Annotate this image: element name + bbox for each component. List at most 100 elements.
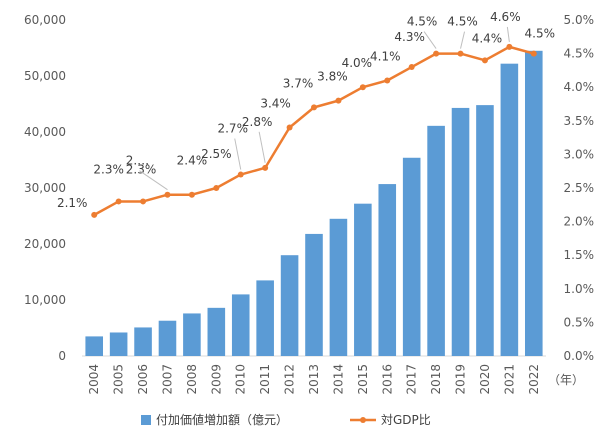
line-data-label: 2.7% <box>217 122 248 136</box>
left-tick-label: 40,000 <box>24 125 66 139</box>
left-axis: 0 10,000 20,000 30,000 40,000 50,000 60,000 <box>24 13 66 363</box>
line-point <box>457 50 464 57</box>
leader-line <box>258 131 266 163</box>
bar <box>256 280 274 356</box>
x-tick-label: 2004 <box>87 364 101 395</box>
x-tick-label: 2011 <box>258 364 272 395</box>
line-data-label: 4.5% <box>525 27 556 41</box>
line-point <box>384 77 391 84</box>
bar <box>500 63 519 357</box>
line-data-labels: 2.1% 2.3% 2.3%2.… 2.4%2.5% 2.7%2.8% 3.4% 3.7% 3… <box>57 10 555 210</box>
x-tick-label: 2022 <box>527 364 541 395</box>
bar <box>305 233 323 356</box>
x-tick-label: 2016 <box>380 364 394 395</box>
line-data-label: 3.8% <box>317 70 348 84</box>
line-data-label: 2.3% <box>93 162 124 176</box>
line-data-label: 4.1% <box>370 49 401 63</box>
right-tick-label: 2.5% <box>564 181 595 195</box>
legend-line-marker <box>360 417 366 423</box>
right-tick-label: 5.0% <box>564 13 595 27</box>
bar <box>280 255 299 356</box>
line-point <box>188 191 195 198</box>
right-tick-label: 4.5% <box>564 47 595 61</box>
left-tick-label: 10,000 <box>24 293 66 307</box>
x-tick-label: 2019 <box>454 364 468 395</box>
bar <box>329 218 348 356</box>
x-tick-label: 2014 <box>331 364 345 395</box>
line-data-label: 4.6% <box>490 10 521 24</box>
x-tick-label: 2017 <box>405 364 419 395</box>
right-tick-label: 1.5% <box>564 248 595 262</box>
line-data-label: 2.3% <box>126 162 157 176</box>
legend-line-label: 対GDP比 <box>381 413 431 427</box>
bar <box>524 50 543 357</box>
leader-line <box>234 138 242 170</box>
x-tick-label: 2010 <box>234 364 248 395</box>
left-tick-label: 60,000 <box>24 13 66 27</box>
left-tick-label: 50,000 <box>24 69 66 83</box>
line-data-label: 4.5% <box>447 15 478 29</box>
line-point <box>115 198 122 205</box>
leader-line <box>423 31 437 49</box>
bar <box>402 157 421 356</box>
line-series <box>91 43 537 218</box>
legend: 付加価値増加額（億元） 対GDP比 <box>141 412 431 427</box>
line-point <box>213 185 220 191</box>
bar <box>134 327 152 356</box>
line-point <box>286 124 293 131</box>
line-point <box>262 164 269 171</box>
bar <box>378 184 397 356</box>
line-point <box>408 64 415 71</box>
bar <box>427 125 445 356</box>
bar <box>451 107 470 356</box>
left-tick-label: 30,000 <box>24 181 66 195</box>
right-tick-label: 1.0% <box>564 282 595 296</box>
line-point <box>91 211 98 218</box>
right-axis: 0.0% 0.5% 1.0% 1.5% 2.0% 2.5% 3.0% 3.5% 4.0% 4.5%… <box>564 13 595 363</box>
x-tick-label: 2005 <box>112 364 126 395</box>
line-data-label: 4.0% <box>342 56 373 70</box>
line-data-label: 2.5% <box>201 147 232 161</box>
line-data-label: 3.4% <box>260 97 291 111</box>
leader-line <box>139 170 168 191</box>
line-point <box>359 84 366 91</box>
bar <box>207 307 226 356</box>
x-tick-label: 2013 <box>307 364 321 395</box>
leader-line <box>460 31 466 49</box>
line-point <box>433 50 440 57</box>
leader-line <box>506 26 510 42</box>
x-tick-label: 2008 <box>185 364 199 395</box>
x-axis-unit-label: （年） <box>548 373 584 387</box>
left-tick-label: 20,000 <box>24 237 66 251</box>
right-tick-label: 2.0% <box>564 215 595 229</box>
line-point <box>335 97 342 104</box>
line-data-label: 2.8% <box>242 115 273 129</box>
left-tick-label: 0 <box>58 349 66 363</box>
bar <box>354 203 372 356</box>
right-tick-label: 3.5% <box>564 114 595 128</box>
line-point <box>311 104 317 111</box>
x-tick-label: 2020 <box>478 364 492 395</box>
line-data-label: 4.4% <box>472 31 503 45</box>
bar-series <box>85 50 543 357</box>
line-point <box>237 171 244 178</box>
x-tick-label: 2006 <box>136 364 150 395</box>
line-data-label: 4.5% <box>407 15 438 29</box>
x-tick-label: 2012 <box>283 364 297 395</box>
x-axis: 2004 2005 2006 2007 2008 2009 2010 2011 2012 2013… <box>87 364 541 395</box>
right-tick-label: 0.0% <box>564 349 595 363</box>
bar <box>158 320 177 356</box>
right-tick-label: 0.5% <box>564 315 595 329</box>
right-tick-label: 4.0% <box>564 80 595 94</box>
line-data-label: 2.1% <box>57 196 88 210</box>
legend-bar-swatch <box>141 415 151 425</box>
right-tick-label: 3.0% <box>564 147 595 161</box>
bar <box>183 313 201 356</box>
x-tick-label: 2009 <box>209 364 223 395</box>
bar <box>109 332 128 356</box>
line-point <box>530 50 537 57</box>
bar <box>85 336 104 356</box>
line-point <box>140 198 147 205</box>
line-data-label: 4.3% <box>394 30 425 44</box>
